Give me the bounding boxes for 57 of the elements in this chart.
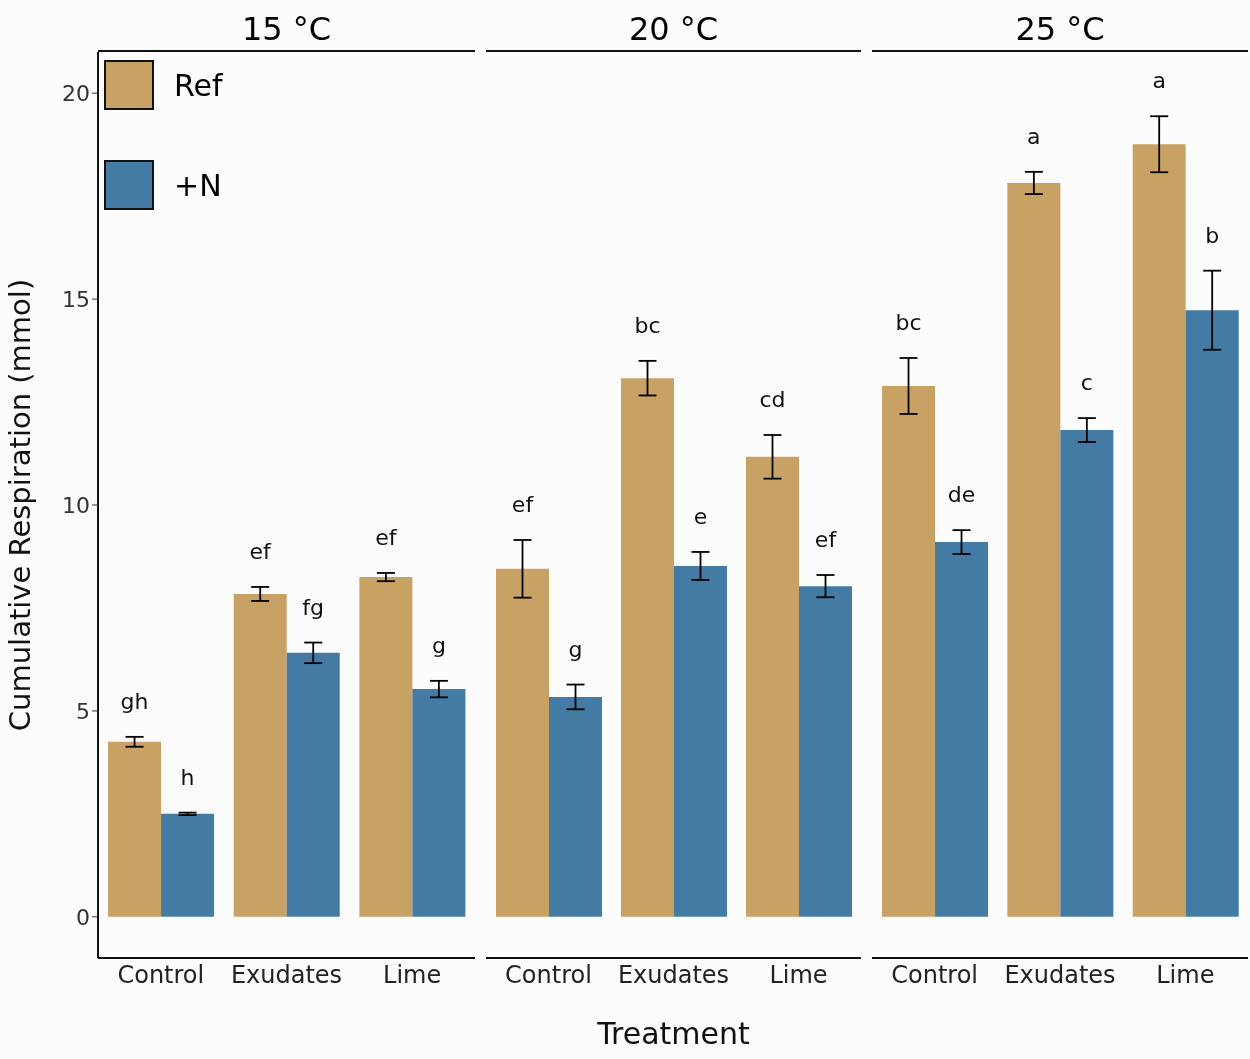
- data-label: ef: [511, 492, 535, 517]
- y-tick-label: 10: [62, 492, 90, 518]
- data-label: ef: [375, 524, 398, 550]
- data-label: bc: [895, 309, 922, 335]
- bar: [882, 385, 936, 917]
- data-label: g: [431, 632, 446, 658]
- x-tick-label: Lime: [1156, 961, 1215, 990]
- data-label: ef: [814, 527, 838, 553]
- x-tick-label: Exudates: [230, 961, 343, 990]
- chart-title: 20 °C: [486, 0, 861, 52]
- bar: [935, 542, 989, 917]
- bar: [1007, 182, 1061, 917]
- legend-label: Ref: [174, 67, 223, 103]
- x-tick-label: Lime: [383, 961, 442, 990]
- data-label: cd: [759, 386, 786, 412]
- bar: [746, 456, 799, 917]
- chart-title: 25 °C: [872, 0, 1248, 52]
- bar: [286, 652, 340, 917]
- bar: [412, 689, 466, 917]
- bar: [1185, 310, 1239, 917]
- data-label: bc: [634, 312, 661, 338]
- bar: [1132, 144, 1186, 917]
- x-tick-label: Control: [505, 961, 592, 990]
- x-axis-title: Treatment: [596, 1016, 751, 1051]
- bar: [549, 696, 602, 917]
- data-label: de: [947, 482, 976, 508]
- bar: [621, 378, 674, 917]
- bar: [799, 586, 852, 917]
- data-label: e: [693, 503, 708, 529]
- data-label: gh: [120, 688, 149, 714]
- legend-label: +N: [174, 167, 222, 203]
- x-tick-label: Lime: [769, 961, 828, 990]
- data-label: ef: [249, 538, 273, 564]
- x-tick-label: Control: [891, 961, 979, 990]
- x-tick-label: Exudates: [617, 961, 730, 990]
- y-axis-title: Cumulative Respiration (mmol): [3, 278, 38, 732]
- y-tick-label: 15: [62, 286, 90, 312]
- y-tick-label: 20: [62, 80, 90, 106]
- data-label: c: [1080, 370, 1093, 396]
- data-label: g: [568, 636, 583, 662]
- chart-title: 15 °C: [98, 0, 475, 52]
- data-label: a: [1027, 123, 1041, 149]
- bar: [108, 741, 162, 917]
- data-label: fg: [302, 594, 325, 620]
- bar: [233, 593, 287, 917]
- data-label: a: [1152, 68, 1166, 94]
- bar: [674, 565, 727, 917]
- data-label: b: [1205, 222, 1220, 248]
- bar: [161, 813, 215, 917]
- bar: [359, 577, 413, 917]
- bar: [1060, 430, 1114, 917]
- bar: [496, 568, 549, 917]
- data-label: h: [180, 764, 195, 790]
- y-tick-label: 5: [76, 698, 90, 724]
- x-tick-label: Control: [117, 961, 205, 990]
- y-tick-label: 0: [76, 904, 90, 930]
- x-tick-label: Exudates: [1004, 961, 1116, 990]
